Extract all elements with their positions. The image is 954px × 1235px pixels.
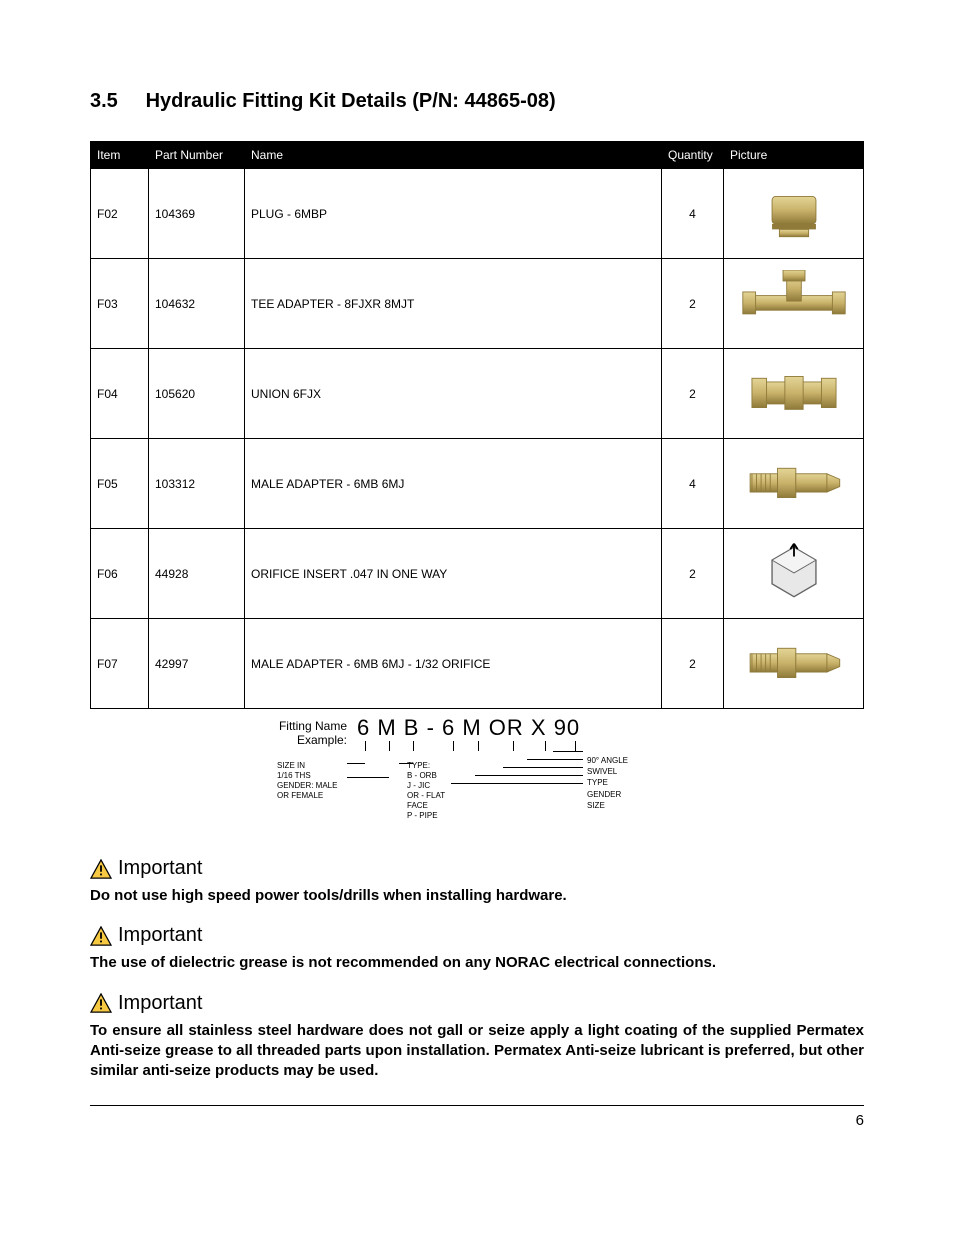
tee-fitting-icon <box>734 270 854 334</box>
fitting-example-label-2: Example: <box>297 733 347 747</box>
plug-fitting-icon <box>734 180 854 244</box>
section-title-text: Hydraulic Fitting Kit Details (P/N: 4486… <box>146 90 556 112</box>
cell-item: F05 <box>91 439 149 529</box>
th-quantity: Quantity <box>662 142 724 169</box>
section-number: 3.5 <box>90 90 140 113</box>
cell-name: PLUG - 6MBP <box>245 169 662 259</box>
fitting-example-code: 6 M B - 6 M OR X 90 <box>357 715 580 741</box>
th-item: Item <box>91 142 149 169</box>
cell-item: F06 <box>91 529 149 619</box>
document-page: 3.5 Hydraulic Fitting Kit Details (P/N: … <box>0 0 954 1169</box>
cell-quantity: 4 <box>662 169 724 259</box>
cell-picture <box>724 169 864 259</box>
cell-name: ORIFICE INSERT .047 IN ONE WAY <box>245 529 662 619</box>
fitting-example-label-1: Fitting Name <box>279 719 347 733</box>
cell-name: MALE ADAPTER - 6MB 6MJ - 1/32 ORIFICE <box>245 619 662 709</box>
cell-name: MALE ADAPTER - 6MB 6MJ <box>245 439 662 529</box>
table-row: F07 42997 MALE ADAPTER - 6MB 6MJ - 1/32 … <box>91 619 864 709</box>
warning-icon <box>90 859 112 879</box>
cell-quantity: 2 <box>662 259 724 349</box>
cell-part-number: 42997 <box>149 619 245 709</box>
cell-part-number: 104369 <box>149 169 245 259</box>
important-heading: Important <box>118 857 202 880</box>
cell-picture <box>724 529 864 619</box>
warning-icon <box>90 926 112 946</box>
cell-picture <box>724 439 864 529</box>
fitting-name-example-diagram: Fitting Name Example: 6 M B - 6 M OR X 9… <box>90 719 864 839</box>
th-picture: Picture <box>724 142 864 169</box>
male-fitting-icon <box>734 450 854 514</box>
table-header-row: Item Part Number Name Quantity Picture <box>91 142 864 169</box>
cell-name: TEE ADAPTER - 8FJXR 8MJT <box>245 259 662 349</box>
th-name: Name <box>245 142 662 169</box>
cell-picture <box>724 259 864 349</box>
footer-rule <box>90 1105 864 1106</box>
table-row: F05 103312 MALE ADAPTER - 6MB 6MJ 4 <box>91 439 864 529</box>
important-heading: Important <box>118 992 202 1015</box>
important-body: To ensure all stainless steel hardware d… <box>90 1021 864 1082</box>
page-number: 6 <box>90 1112 864 1129</box>
male-fitting-icon <box>734 630 854 694</box>
cell-quantity: 4 <box>662 439 724 529</box>
section-heading: 3.5 Hydraulic Fitting Kit Details (P/N: … <box>90 90 864 113</box>
parts-table: Item Part Number Name Quantity Picture F… <box>90 141 864 709</box>
fitting-example-mid-notes: TYPE: B - ORB J - JIC OR - FLAT FACE P -… <box>407 761 487 821</box>
cell-part-number: 103312 <box>149 439 245 529</box>
cell-quantity: 2 <box>662 619 724 709</box>
important-callout: Important To ensure all stainless steel … <box>90 992 864 1082</box>
cell-item: F03 <box>91 259 149 349</box>
important-callout: Important The use of dielectric grease i… <box>90 924 864 973</box>
cell-item: F04 <box>91 349 149 439</box>
table-row: F02 104369 PLUG - 6MBP 4 <box>91 169 864 259</box>
fitting-example-left-notes: SIZE IN 1/16 THS GENDER: MALE OR FEMALE <box>277 761 397 801</box>
table-row: F03 104632 TEE ADAPTER - 8FJXR 8MJT 2 <box>91 259 864 349</box>
cell-part-number: 104632 <box>149 259 245 349</box>
fitting-example-right-notes: 90° ANGLE SWIVEL TYPE GENDER SIZE <box>587 755 687 811</box>
th-part-number: Part Number <box>149 142 245 169</box>
table-row: F04 105620 UNION 6FJX 2 <box>91 349 864 439</box>
orifice-fitting-icon <box>734 540 854 604</box>
cell-name: UNION 6FJX <box>245 349 662 439</box>
cell-item: F07 <box>91 619 149 709</box>
important-body: Do not use high speed power tools/drills… <box>90 886 864 906</box>
cell-part-number: 105620 <box>149 349 245 439</box>
cell-picture <box>724 349 864 439</box>
important-callout: Important Do not use high speed power to… <box>90 857 864 906</box>
important-heading: Important <box>118 924 202 947</box>
cell-quantity: 2 <box>662 349 724 439</box>
cell-picture <box>724 619 864 709</box>
cell-part-number: 44928 <box>149 529 245 619</box>
cell-quantity: 2 <box>662 529 724 619</box>
cell-item: F02 <box>91 169 149 259</box>
union-fitting-icon <box>734 360 854 424</box>
table-row: F06 44928 ORIFICE INSERT .047 IN ONE WAY… <box>91 529 864 619</box>
important-body: The use of dielectric grease is not reco… <box>90 953 864 973</box>
warning-icon <box>90 993 112 1013</box>
